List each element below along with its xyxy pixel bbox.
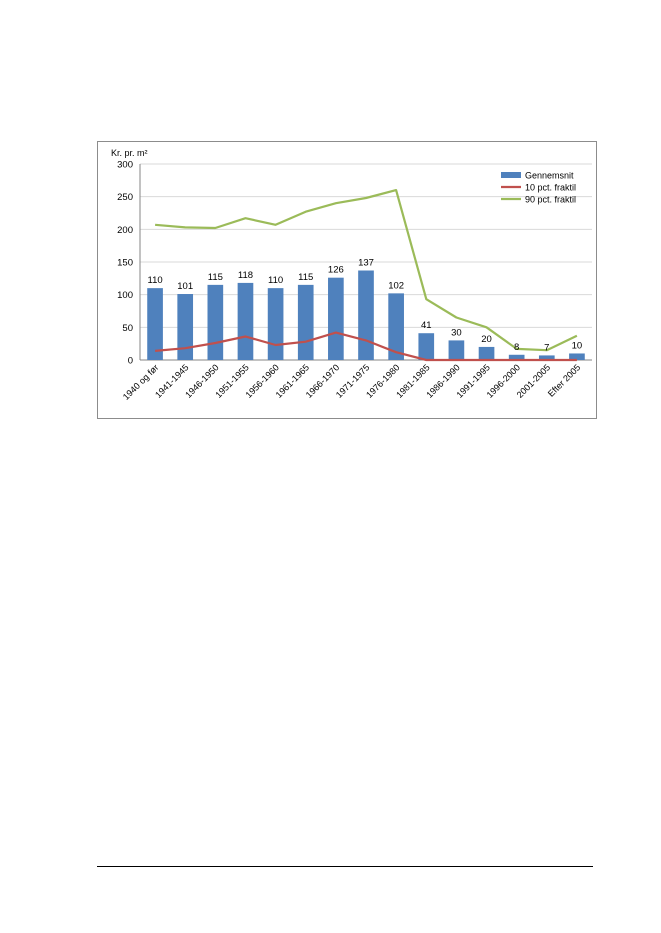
x-tick-label: Efter 2005 — [546, 362, 582, 398]
legend-label: Gennemsnit — [525, 171, 574, 181]
bar-data-label: 7 — [544, 342, 549, 353]
bar-data-label: 10 — [572, 340, 583, 351]
bar-data-label: 137 — [358, 257, 374, 268]
bar-data-label: 110 — [268, 275, 283, 286]
y-axis-label: Kr. pr. m² — [111, 148, 148, 158]
x-axis-ticks: 1940 og før1941-19451946-19501951-195519… — [121, 362, 582, 402]
bar — [418, 333, 435, 360]
y-tick-label: 150 — [117, 258, 133, 269]
bar — [388, 293, 404, 360]
y-tick-label: 200 — [117, 225, 133, 236]
bar-data-label: 8 — [514, 342, 519, 353]
bar — [358, 270, 374, 360]
line-series — [155, 188, 578, 362]
y-tick-label: 100 — [117, 290, 133, 301]
bar-data-label: 101 — [177, 281, 193, 292]
chart-frame: Kr. pr. m² 0 50 100 150 200 250 300 110 101 115 1… — [97, 141, 597, 419]
bar — [297, 284, 314, 360]
y-tick-label: 50 — [122, 323, 133, 334]
bar — [478, 346, 495, 360]
bar-data-label: 110 — [147, 275, 162, 286]
bar-data-label: 115 — [298, 272, 313, 283]
x-tick-label: 1940 og før — [121, 362, 161, 402]
bar — [448, 340, 465, 360]
bar — [237, 282, 254, 360]
bar — [569, 353, 585, 360]
footer-rule — [97, 866, 593, 867]
bar-data-label: 30 — [451, 327, 462, 338]
data-labels: 110 101 115 118 110 115 126 137 102 41 30 20 8 7 10 — [147, 257, 582, 353]
y-axis-ticks: 0 50 100 150 200 250 300 — [117, 160, 133, 367]
bar-data-label: 126 — [328, 265, 344, 276]
bar — [267, 288, 284, 360]
bar-data-label: 102 — [388, 280, 404, 291]
bar-data-label: 115 — [208, 272, 223, 283]
bar — [207, 284, 224, 360]
legend-label: 10 pct. fraktil — [525, 183, 576, 193]
bar-data-label: 41 — [421, 320, 432, 331]
legend-label: 90 pct. fraktil — [525, 195, 576, 205]
y-tick-label: 300 — [117, 160, 133, 171]
bar — [147, 288, 163, 360]
bar-data-label: 118 — [238, 270, 253, 281]
bar-data-label: 20 — [481, 334, 492, 345]
series-line — [155, 331, 577, 362]
bar — [538, 355, 555, 360]
series-line — [155, 188, 578, 352]
bar — [328, 277, 344, 360]
legend-swatch — [501, 172, 521, 178]
bar — [177, 294, 194, 360]
bar — [508, 354, 525, 360]
legend: Gennemsnit 10 pct. fraktil 90 pct. fraktil — [501, 171, 576, 205]
y-tick-label: 0 — [128, 356, 133, 367]
y-tick-label: 250 — [117, 192, 133, 203]
